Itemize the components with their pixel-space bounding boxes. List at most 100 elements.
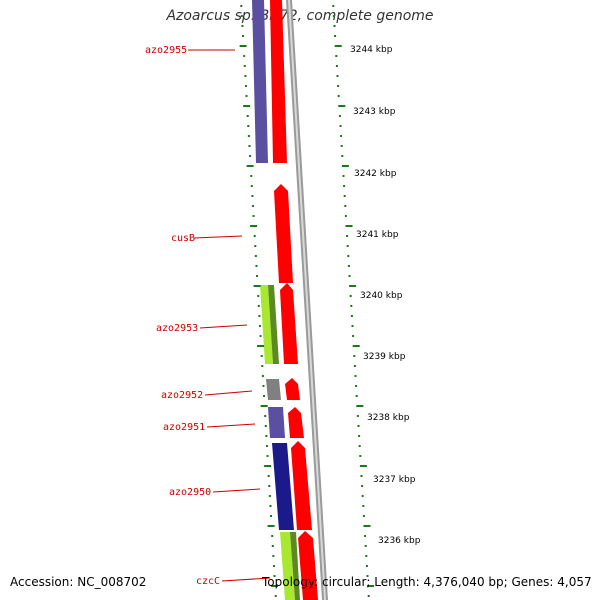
tick-mark [272,555,275,557]
tick-mark [272,565,275,567]
feature-forward-5[interactable] [288,407,304,438]
tick-mark [364,545,367,547]
tick-mark [345,225,353,227]
tick-mark [263,395,266,397]
feature-azo2952[interactable] [266,379,281,400]
leader-line [199,324,248,329]
tick-mark [361,485,364,487]
tick-mark [367,595,370,597]
tick-mark [274,595,277,597]
gene-label-azo2951[interactable]: azo2951 [163,422,205,433]
tick-mark [335,55,338,57]
gene-label-azo2953[interactable]: azo2953 [156,323,198,334]
tick-mark [335,65,338,67]
tick-mark [332,5,335,7]
tick-mark [254,255,257,257]
tick-mark [265,445,268,447]
tick-mark [354,375,357,377]
tick-mark [268,495,271,497]
tick-mark [261,375,264,377]
tick-mark [258,325,261,327]
feature-cusB-forward[interactable] [274,184,293,283]
tick-mark [365,555,368,557]
tick-mark [269,505,272,507]
tick-mark [360,475,363,477]
gene-label-czcC[interactable]: czcC [196,576,220,587]
tick-mark [250,185,253,187]
tick-mark [243,105,251,107]
tick-mark [338,115,341,117]
feature-azo2955[interactable] [252,0,268,163]
tick-mark [264,425,267,427]
scale-ticks [239,5,375,597]
feature-azo2953-b[interactable] [268,285,279,364]
tick-mark [336,75,339,77]
kbp-label: 3237 kbp [373,475,416,485]
gene-label-azo2955[interactable]: azo2955 [145,45,187,56]
tick-mark [356,405,364,407]
tick-mark [353,365,356,367]
tick-mark [250,225,258,227]
tick-mark [244,85,247,87]
tick-mark [366,575,369,577]
tick-mark [332,15,335,17]
feature-forward-6[interactable] [291,441,312,530]
tick-mark [355,395,358,397]
tick-mark [262,385,265,387]
tick-mark [261,365,264,367]
tick-mark [333,25,336,27]
gene-label-cusB[interactable]: cusB [171,233,195,244]
tick-mark [350,315,353,317]
accession-text: Accession: NC_008702 [10,575,147,589]
tick-mark [357,425,360,427]
feature-forward-1[interactable] [270,0,287,163]
tick-mark [253,285,261,287]
tick-mark [364,535,367,537]
tick-mark [347,255,350,257]
tick-mark [352,335,355,337]
tick-mark [337,95,340,97]
tick-mark [253,235,256,237]
tick-mark [242,35,245,37]
tick-mark [267,525,275,527]
tick-mark [244,75,247,77]
tick-mark [247,135,250,137]
tick-mark [347,265,350,267]
tick-mark [349,295,352,297]
tick-mark [264,415,267,417]
tick-mark [256,275,259,277]
tick-mark [267,475,270,477]
tick-mark [273,575,276,577]
kbp-label: 3239 kbp [363,352,406,362]
tick-mark [245,95,248,97]
feature-azo2951[interactable] [268,407,285,438]
tick-mark [338,105,346,107]
tick-mark [240,15,243,17]
feature-czcC-b[interactable] [290,532,300,600]
feature-forward-7[interactable] [298,531,318,600]
kbp-label: 3241 kbp [356,230,399,240]
gene-label-azo2950[interactable]: azo2950 [169,487,211,498]
tick-mark [271,545,274,547]
gene-labels: azo2955 cusB azo2953 azo2952 azo2951 azo… [145,45,271,587]
tick-mark [353,355,356,357]
tick-mark [257,345,265,347]
tick-mark [341,165,349,167]
leader-line [206,423,256,428]
feature-forward-4[interactable] [285,378,300,400]
feature-forward-3[interactable] [280,283,298,364]
feature-azo2950[interactable] [272,443,294,530]
tick-mark [349,285,357,287]
feature-azo2953-a[interactable] [260,285,273,364]
tick-mark [271,535,274,537]
tick-mark [359,455,362,457]
gene-label-azo2952[interactable]: azo2952 [161,390,203,401]
kbp-label: 3240 kbp [360,291,403,301]
tick-mark [359,465,367,467]
tick-mark [334,45,342,47]
leader-line [221,577,271,582]
kbp-label: 3242 kbp [354,169,397,179]
tick-mark [334,35,337,37]
tick-mark [344,205,347,207]
